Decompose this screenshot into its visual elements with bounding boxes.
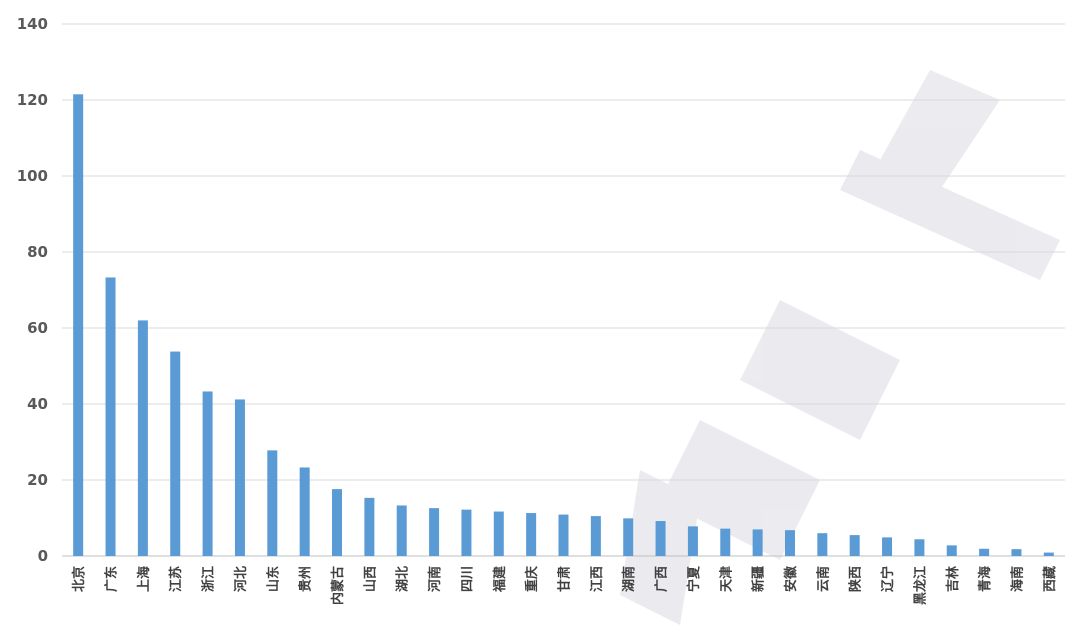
bar-27 [946, 545, 957, 556]
y-tick-label: 60 [27, 319, 48, 337]
x-category-label: 甘肃 [557, 566, 573, 592]
bar-20 [720, 528, 731, 556]
x-category-label: 山西 [362, 566, 378, 592]
bar-21 [752, 529, 763, 556]
y-tick-label: 140 [17, 15, 48, 33]
y-tick-label: 80 [27, 243, 48, 261]
x-category-label: 重庆 [524, 566, 540, 592]
bar-4 [202, 391, 213, 556]
x-category-label: 安徽 [783, 565, 799, 592]
gridlines [62, 23, 1065, 557]
y-tick-label: 20 [27, 471, 48, 489]
bar-6 [267, 450, 278, 556]
bar-13 [493, 511, 504, 556]
x-category-label: 河北 [233, 566, 249, 592]
x-category-label: 陕西 [848, 566, 864, 592]
bar-3 [170, 351, 181, 556]
bar-0 [73, 94, 84, 557]
x-category-label: 广东 [104, 566, 120, 592]
x-category-label: 湖北 [396, 566, 411, 592]
x-category-label: 海南 [1009, 566, 1025, 592]
bar-22 [784, 530, 795, 556]
bar-1 [105, 277, 116, 556]
bar-9 [364, 497, 375, 556]
x-category-label: 北京 [71, 566, 87, 592]
y-tick-label: 40 [27, 395, 48, 413]
x-category-label: 上海 [136, 566, 152, 592]
x-category-label: 四川 [460, 566, 475, 592]
x-category-label: 贵州 [298, 566, 314, 592]
bar-24 [849, 535, 860, 556]
bar-7 [299, 467, 310, 556]
bar-14 [526, 513, 537, 556]
bar-28 [979, 548, 990, 556]
bars [73, 94, 1054, 557]
x-category-label: 天津 [718, 566, 734, 592]
bar-2 [137, 320, 148, 556]
bar-30 [1043, 552, 1054, 556]
bar-17 [623, 518, 634, 556]
x-category-label: 新疆 [751, 566, 767, 592]
bar-19 [687, 526, 698, 556]
bar-10 [396, 505, 407, 556]
x-category-label: 河南 [427, 566, 443, 592]
bar-11 [429, 508, 440, 556]
x-category-label: 江苏 [168, 566, 184, 592]
x-category-label: 辽宁 [880, 566, 896, 592]
y-tick-label: 120 [17, 91, 48, 109]
watermark-logo [620, 70, 1060, 625]
x-category-label: 江西 [589, 566, 605, 592]
x-category-label: 黑龙江 [912, 566, 928, 605]
bar-16 [590, 516, 601, 556]
x-category-label: 福建 [492, 566, 508, 593]
bar-8 [332, 489, 343, 556]
x-category-label: 西藏 [1042, 566, 1058, 592]
x-axis-labels: 北京 广东 上海 江苏 浙江 河北 山东 贵州 内蒙古 山西 湖北 河南 四川 福建 重庆 甘肃 江西 湖南 广西宁… [71, 565, 1058, 605]
x-category-label: 吉林 [945, 566, 961, 592]
x-category-label: 广西 [654, 566, 670, 592]
x-category-label: 云南 [815, 566, 831, 592]
x-category-label: 青海 [977, 566, 993, 592]
bar-29 [1011, 549, 1022, 556]
x-category-label: 山东 [265, 566, 281, 592]
bar-23 [817, 533, 828, 556]
x-category-label: 浙江 [201, 566, 217, 592]
bar-12 [461, 509, 472, 556]
y-tick-label: 0 [38, 547, 48, 565]
x-category-label: 宁夏 [686, 565, 702, 592]
bar-15 [558, 514, 569, 556]
y-tick-label: 100 [17, 167, 48, 185]
bar-18 [655, 521, 666, 556]
x-category-label: 内蒙古 [330, 566, 346, 605]
bar-5 [234, 399, 245, 556]
bar-25 [882, 537, 893, 556]
x-category-label: 湖南 [621, 566, 637, 592]
y-axis-ticks: 0 20 40 60 80 100 120 140 [17, 15, 48, 565]
bar-26 [914, 539, 925, 556]
